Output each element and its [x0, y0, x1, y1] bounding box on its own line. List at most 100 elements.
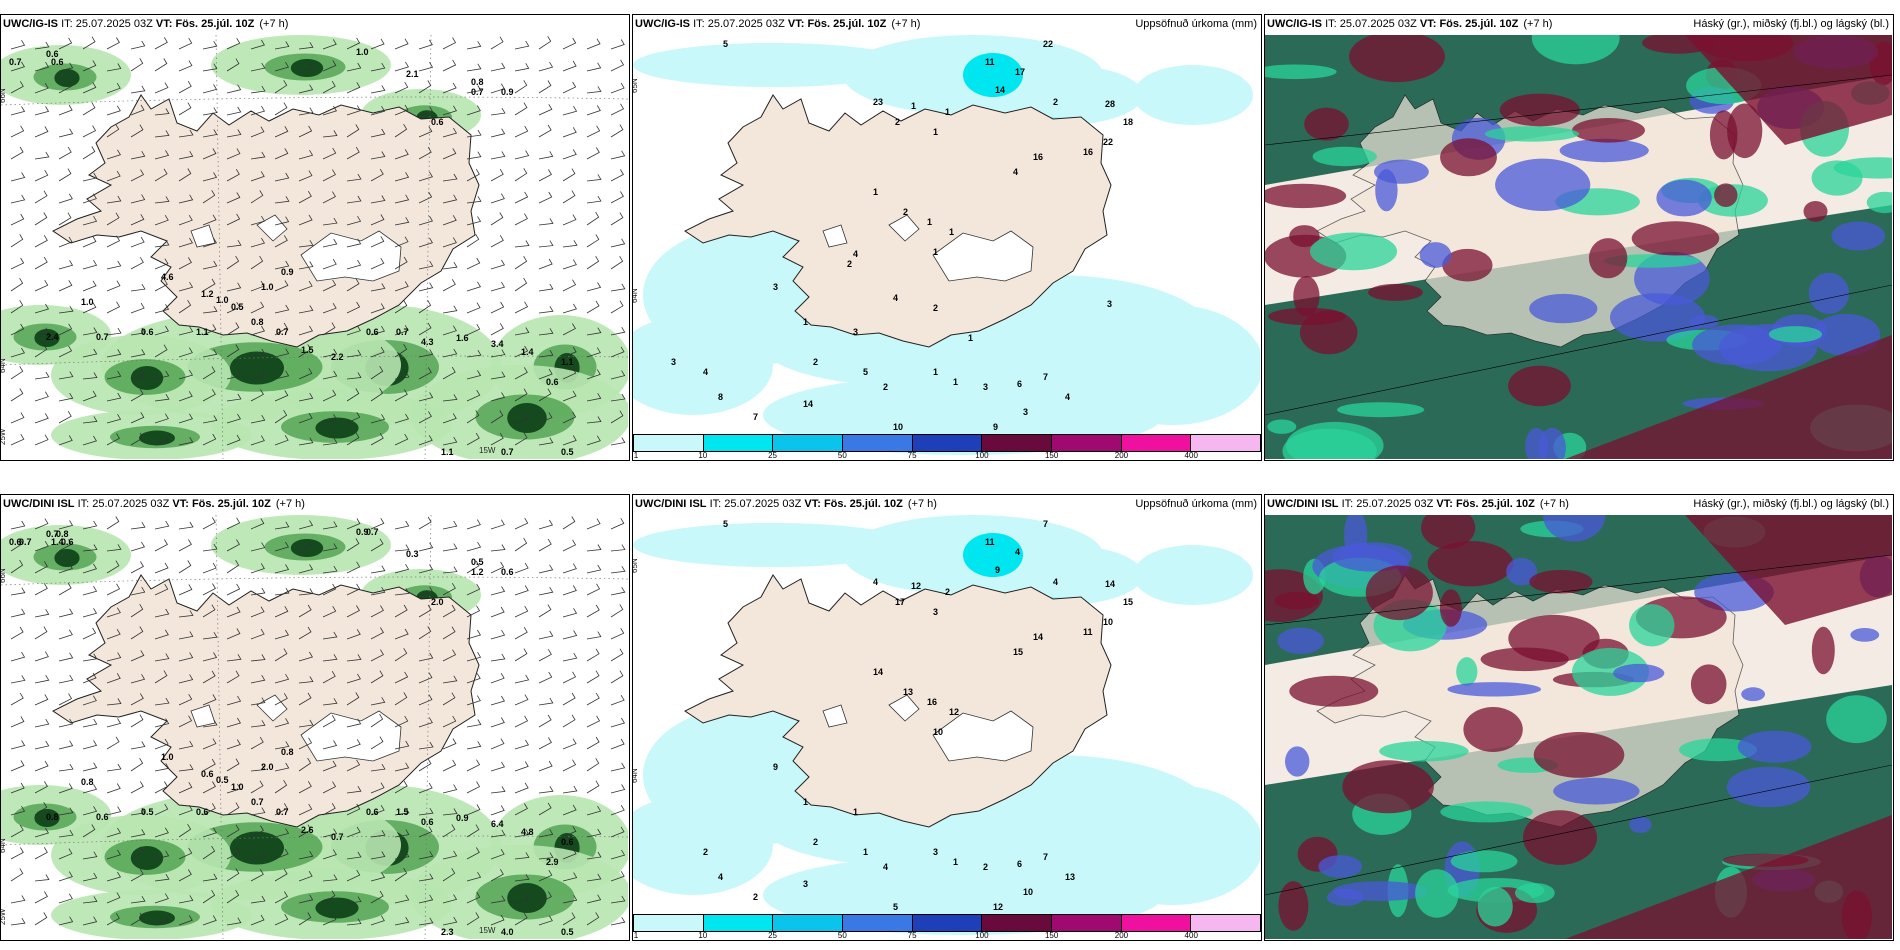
wind-barb: [82, 762, 98, 772]
wind-barb: [34, 540, 49, 552]
wind-barb: [466, 129, 482, 138]
wind-barb: [322, 258, 337, 270]
wind-barb: [250, 654, 266, 662]
cloud-field: [1265, 35, 1892, 459]
wind-barb: [82, 146, 96, 160]
wind-barb: [586, 62, 602, 72]
wind-barb: [154, 850, 170, 860]
wind-barb: [10, 805, 26, 816]
wind-barb: [322, 698, 338, 706]
wind-barb: [250, 301, 265, 314]
wind-barb: [442, 626, 456, 640]
wind-barb: [202, 719, 218, 728]
wind-barb: [298, 626, 312, 640]
precip-value: 1.0: [161, 752, 174, 762]
wind-barb: [10, 587, 26, 596]
wind-barb: [490, 83, 505, 94]
it-label: IT:: [693, 18, 705, 30]
wind-barb: [250, 825, 264, 838]
accum-heavy: [963, 53, 1023, 97]
accum-value: 1: [873, 187, 878, 197]
wind-barb: [418, 741, 434, 750]
wind-barb: [34, 694, 49, 706]
wind-barb: [154, 873, 170, 882]
precip-heavy-10: [139, 430, 175, 446]
axis-label: 64N: [1, 838, 7, 853]
grid-line-a: [1265, 554, 1892, 626]
wind-barb: [586, 105, 601, 116]
wind-barb: [274, 260, 290, 270]
wind-barb: [106, 560, 120, 574]
colorbar-tick: 1: [633, 931, 639, 940]
wind-barb: [202, 433, 217, 446]
wind-barb: [418, 171, 434, 182]
wind-barb: [250, 851, 266, 860]
wind-barb: [10, 651, 26, 662]
precip-value: 2.0: [261, 762, 274, 772]
accum-value: 6: [1017, 859, 1022, 869]
precip-value: 4.6: [161, 272, 174, 282]
wind-barb: [130, 194, 146, 204]
accum-value: 4: [1015, 547, 1020, 557]
wind-barb: [610, 518, 625, 530]
precip-value: 0.7: [366, 527, 379, 537]
wind-barb: [322, 605, 337, 618]
wind-barb: [106, 763, 122, 772]
wind-barb: [58, 520, 74, 530]
colorbar: [633, 434, 1261, 452]
wind-barb: [466, 912, 480, 926]
wind-barb: [82, 82, 97, 94]
wind-barb: [562, 259, 577, 270]
wind-barb: [610, 150, 626, 160]
precip-field: [1, 515, 628, 939]
wind-barb: [178, 847, 193, 860]
wind-barb: [610, 694, 625, 706]
wind-barb: [298, 912, 312, 926]
wind-barb: [514, 388, 528, 402]
wind-barb: [202, 129, 218, 138]
wind-barb: [202, 349, 218, 358]
wind-barb: [562, 912, 576, 926]
wind-barb: [514, 852, 530, 860]
wind-barb: [586, 327, 602, 336]
wind-barb: [10, 323, 25, 336]
accum-value: 2: [945, 587, 950, 597]
wind-barb: [58, 212, 72, 226]
wind-barb: [130, 674, 146, 684]
wind-barb: [226, 802, 240, 816]
wind-barb: [58, 916, 74, 926]
wind-barb: [394, 715, 409, 728]
wind-barb: [562, 826, 577, 838]
accum-value: 1: [803, 797, 808, 807]
colorbar-swatch: [1191, 914, 1261, 932]
wind-barb: [346, 432, 360, 446]
cloud-patch: [1289, 675, 1379, 707]
wind-barb: [418, 237, 434, 248]
wind-barb: [82, 193, 97, 204]
accum-value: 11: [985, 537, 995, 547]
accum-value: 16: [927, 697, 937, 707]
wind-barb: [538, 538, 552, 552]
wind-barb: [322, 322, 336, 336]
wind-barb: [298, 437, 314, 446]
wind-barb: [154, 520, 170, 530]
cloud-patch: [1495, 158, 1591, 211]
cloud-patch: [1447, 682, 1541, 697]
wind-barb: [130, 369, 146, 380]
wind-barb: [298, 894, 314, 904]
precip-value: 0.5: [561, 927, 574, 937]
wind-barb: [34, 674, 50, 684]
wind-barb: [250, 606, 265, 618]
wind-barb: [562, 214, 577, 226]
wind-barb: [250, 780, 264, 794]
wind-barb: [250, 697, 266, 706]
wind-barb: [106, 195, 122, 204]
accum-value: 3: [933, 607, 938, 617]
wind-barb: [154, 629, 169, 640]
wind-barb: [418, 807, 434, 816]
wind-barb: [202, 652, 218, 662]
cloud-patch: [1484, 126, 1580, 142]
wind-barb: [346, 37, 361, 50]
wind-barb: [514, 829, 530, 838]
wind-barb: [82, 653, 98, 662]
